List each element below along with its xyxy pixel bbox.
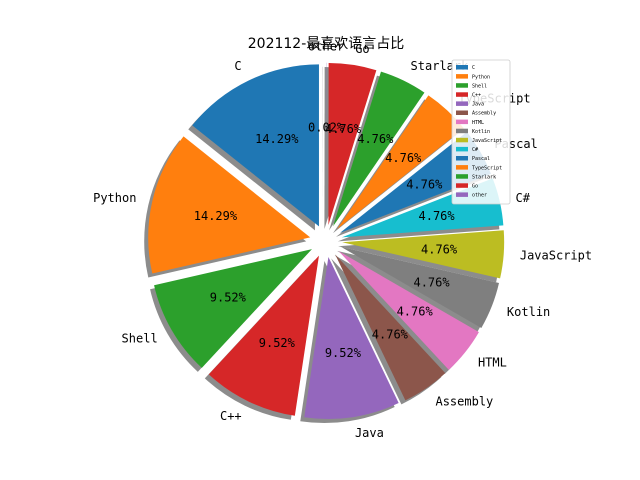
legend-label-typescript: TypeScript [472,165,502,171]
category-label-python: Python [93,191,136,205]
category-label-kotlin: Kotlin [507,305,550,319]
slice-shell [154,249,312,368]
legend-swatch-c [456,65,468,70]
category-label-java: Java [355,426,384,440]
percent-label-shell: 9.52% [210,291,247,305]
slice-starlark [333,71,425,227]
percent-label-c: 14.29% [255,132,299,146]
category-label-shell: Shell [122,331,158,345]
category-label-other: other [308,40,344,54]
percent-label-assembly: 4.76% [372,328,409,342]
legend-label-other: other [472,193,487,199]
slice-cplusplus [208,255,319,416]
legend-label-html: HTML [472,120,484,126]
percent-label-python: 14.29% [194,209,238,223]
category-label-go: Go [355,42,369,56]
category-label-javascript: JavaScript [520,249,592,263]
legend-swatch-pascal [456,156,468,161]
slice-java [304,257,399,420]
category-label-html: HTML [478,355,507,369]
percent-labels: 14.29%14.29%9.52%9.52%9.52%4.76%4.76%4.7… [194,121,458,361]
legend: C Python Shell C++ Java Assembly HTML Kotlin Jav… [451,59,511,205]
category-label-assembly: Assembly [435,395,493,409]
legend-swatch-typescript [456,165,468,170]
legend-label-python: Python [472,74,490,80]
legend-label-java: Java [472,102,484,108]
legend-label-pascal: Pascal [472,156,490,162]
legend-swatch-html [456,119,468,125]
percent-label-starlark: 4.76% [357,132,394,146]
legend-label-javascript: JavaScript [472,138,502,144]
legend-label-starlark: Starlark [472,174,496,180]
legend-label-kotlin: Kotlin [472,129,490,135]
legend-swatch-java [456,101,468,106]
legend-label-csharp: C# [472,147,478,153]
legend-swatch-shell [456,83,468,88]
legend-swatch-csharp [456,146,468,152]
legend-label-assembly: Assembly [472,111,496,117]
category-label-csharp: C# [516,191,531,205]
percent-label-java: 9.52% [325,346,362,360]
legend-label-cplusplus: C++ [472,93,481,99]
legend-label-c: C [472,65,475,71]
percent-label-html: 4.76% [397,305,434,319]
legend-swatch-cplusplus [456,92,468,97]
pie-slices [148,62,505,420]
percent-label-go: 4.76% [325,122,362,136]
percent-label-javascript: 4.76% [421,243,458,257]
slice-javascript [342,230,505,279]
slice-go [328,62,377,225]
slice-c [192,64,319,227]
percent-label-kotlin: 4.76% [413,275,450,289]
slice-html [338,251,479,370]
category-label-c: C [234,59,241,73]
percent-label-typescript: 4.76% [385,151,422,165]
legend-swatch-kotlin [456,128,468,134]
percent-label-csharp: 4.76% [419,209,456,223]
slice-python [148,136,311,274]
percent-label-other: 0.02% [308,121,345,135]
legend-label-go: Go [472,184,478,190]
legend-swatch-other [456,192,468,197]
legend-label-shell: Shell [472,83,487,89]
legend-swatch-starlark [456,174,468,179]
percent-label-cplusplus: 9.52% [259,336,296,350]
legend-swatch-go [456,183,468,188]
slice-kotlin [341,246,499,328]
percent-label-pascal: 4.76% [406,177,443,191]
slice-typescript [337,95,464,230]
category-label-cplusplus: C++ [220,409,242,423]
slice-assembly [335,254,446,401]
legend-swatch-javascript [456,137,468,143]
legend-swatch-python [456,74,468,79]
chart-title: 202112-最喜欢语言占比 [248,36,405,52]
legend-swatch-assembly [456,110,468,115]
